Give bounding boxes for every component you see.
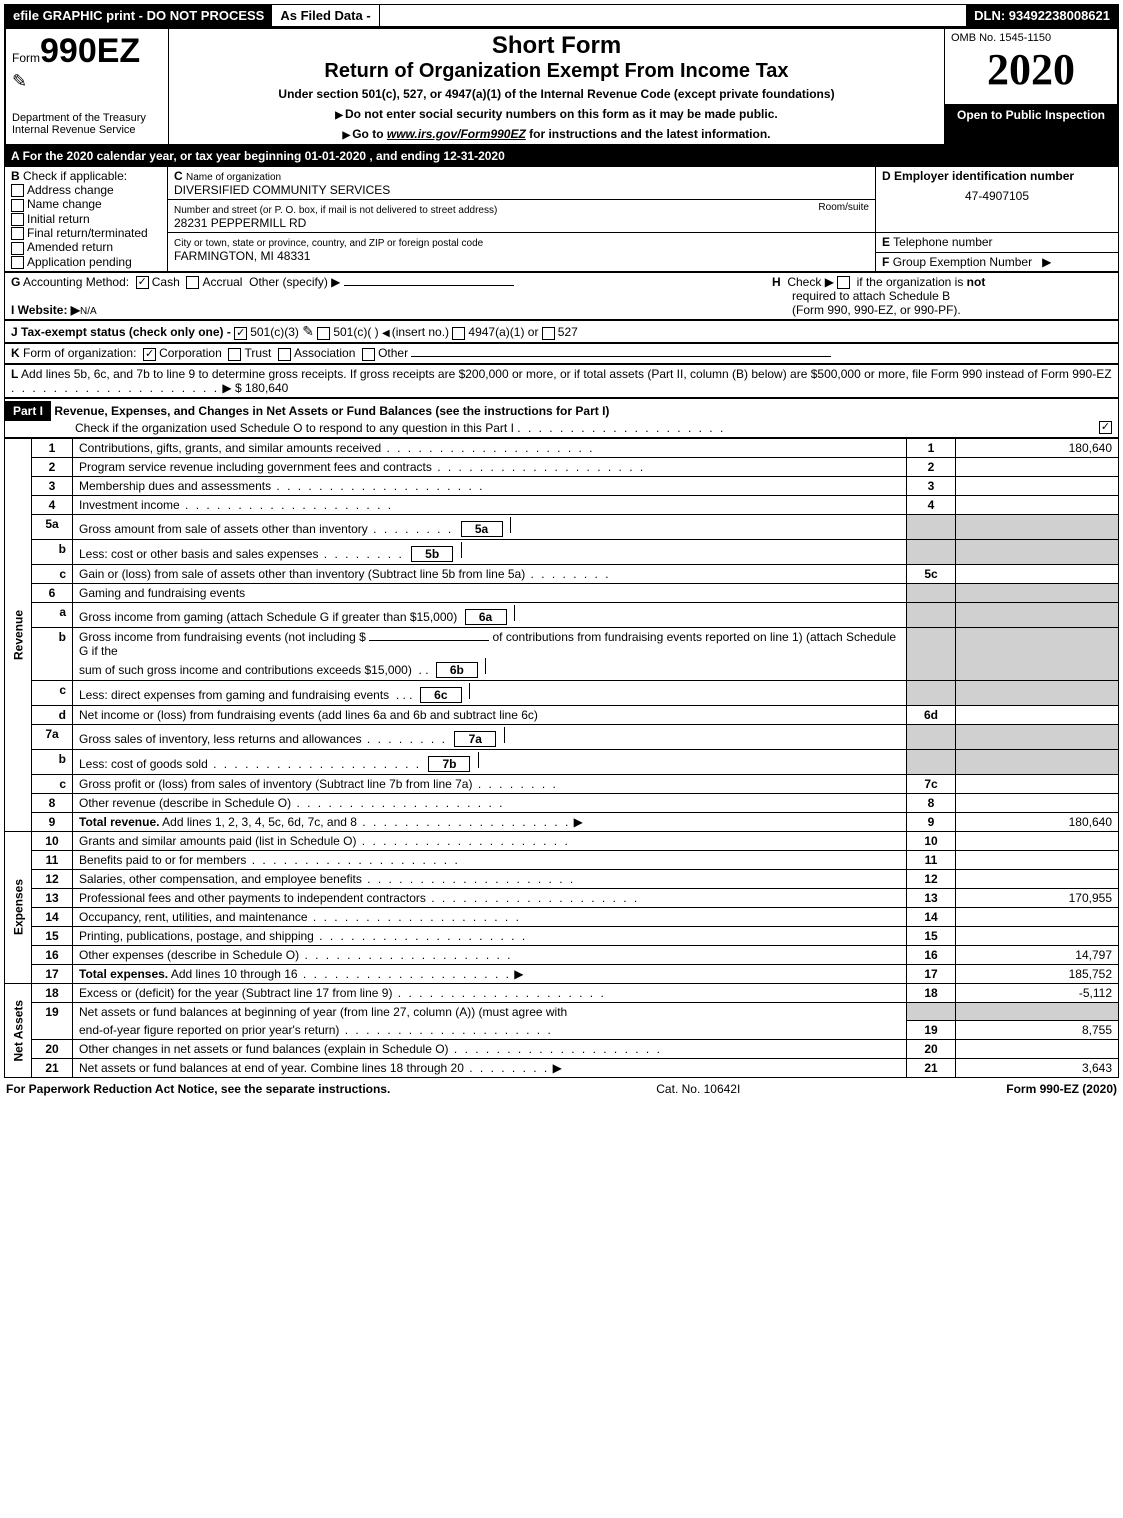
amt-4 <box>956 495 1119 514</box>
boxe-label: Telephone number <box>893 235 992 249</box>
cb-4947[interactable] <box>452 327 465 340</box>
cb-501c[interactable] <box>317 327 330 340</box>
cb-amended-return[interactable] <box>11 242 24 255</box>
amt-18: -5,112 <box>956 983 1119 1002</box>
amt-14 <box>956 907 1119 926</box>
netassets-label: Net Assets <box>5 983 32 1078</box>
cb-trust[interactable] <box>228 348 241 361</box>
return-title: Return of Organization Exempt From Incom… <box>175 60 938 83</box>
amt-1: 180,640 <box>956 438 1119 457</box>
amt-7c <box>956 774 1119 793</box>
open-public: Open to Public Inspection <box>945 104 1119 145</box>
note-instructions: Go to www.irs.gov/Form990EZ for instruct… <box>352 127 770 141</box>
cb-501c3[interactable] <box>234 327 247 340</box>
boxb-label: Check if applicable: <box>23 169 127 183</box>
amt-19: 8,755 <box>956 1021 1119 1040</box>
form-header: Form990EZ ✎ Department of the Treasury I… <box>4 27 1119 146</box>
cb-527[interactable] <box>542 327 555 340</box>
org-name: DIVERSIFIED COMMUNITY SERVICES <box>174 183 390 197</box>
revenue-label: Revenue <box>5 438 32 831</box>
lineh-text1: if the organization is not <box>857 275 986 289</box>
footer: For Paperwork Reduction Act Notice, see … <box>4 1078 1119 1100</box>
footer-right: Form 990-EZ (2020) <box>1006 1082 1117 1096</box>
part1-table: Revenue 1 Contributions, gifts, grants, … <box>4 438 1119 1079</box>
amt-13: 170,955 <box>956 888 1119 907</box>
gh-block: G Accounting Method: Cash Accrual Other … <box>4 272 1119 320</box>
cb-address-change[interactable] <box>11 184 24 197</box>
tax-year: 2020 <box>951 44 1111 95</box>
city: FARMINGTON, MI 48331 <box>174 249 310 263</box>
efile-label: efile GRAPHIC print - DO NOT PROCESS <box>5 5 272 26</box>
subtitle: Under section 501(c), 527, or 4947(a)(1)… <box>175 87 938 101</box>
addr: 28231 PEPPERMILL RD <box>174 216 306 230</box>
cb-assoc[interactable] <box>278 348 291 361</box>
cb-other[interactable] <box>362 348 375 361</box>
amt-15 <box>956 926 1119 945</box>
asfiled-label: As Filed Data - <box>272 5 379 26</box>
linel-amount: $ 180,640 <box>235 381 288 395</box>
cb-schedule-o[interactable] <box>1099 421 1112 434</box>
amt-12 <box>956 869 1119 888</box>
note-ssn: Do not enter social security numbers on … <box>345 107 778 121</box>
part1-check: Check if the organization used Schedule … <box>5 421 514 435</box>
cb-name-change[interactable] <box>11 199 24 212</box>
city-label: City or town, state or province, country… <box>174 238 483 249</box>
line-a: For the 2020 calendar year, or tax year … <box>23 149 505 163</box>
amt-16: 14,797 <box>956 945 1119 964</box>
boxf-label: Group Exemption Number <box>893 255 1032 269</box>
cb-corp[interactable] <box>143 348 156 361</box>
cb-accrual[interactable] <box>186 276 199 289</box>
room-label: Room/suite <box>818 202 869 213</box>
omb-number: OMB No. 1545-1150 <box>951 32 1111 44</box>
amt-21: 3,643 <box>956 1059 1119 1078</box>
lineg-label: Accounting Method: <box>23 275 129 289</box>
expenses-label: Expenses <box>5 831 32 983</box>
amt-20 <box>956 1040 1119 1059</box>
boxc-label: Name of organization <box>186 172 281 183</box>
footer-left: For Paperwork Reduction Act Notice, see … <box>6 1082 390 1096</box>
part1-title: Revenue, Expenses, and Changes in Net As… <box>54 404 609 418</box>
irs-label: Internal Revenue Service <box>12 124 162 136</box>
cb-cash[interactable] <box>136 276 149 289</box>
addr-label: Number and street (or P. O. box, if mail… <box>174 205 497 216</box>
cb-initial-return[interactable] <box>11 213 24 226</box>
amt-3 <box>956 476 1119 495</box>
website: N/A <box>80 306 97 317</box>
amt-2 <box>956 457 1119 476</box>
cb-final-return[interactable] <box>11 227 24 240</box>
form-number: 990EZ <box>40 32 140 70</box>
amt-10 <box>956 831 1119 850</box>
identity-block: B Check if applicable: Address change Na… <box>4 166 1119 272</box>
part1-header-row: Part I Revenue, Expenses, and Changes in… <box>4 398 1119 438</box>
amt-5c <box>956 564 1119 583</box>
dln-label: DLN: 93492238008621 <box>966 5 1118 26</box>
amt-9: 180,640 <box>956 812 1119 831</box>
ein: 47-4907105 <box>882 189 1112 203</box>
cb-application-pending[interactable] <box>11 256 24 269</box>
amt-6d <box>956 705 1119 724</box>
amt-8 <box>956 793 1119 812</box>
topbar: efile GRAPHIC print - DO NOT PROCESS As … <box>4 4 1119 27</box>
amt-11 <box>956 850 1119 869</box>
form-prefix: Form <box>12 51 40 65</box>
cb-schedule-b[interactable] <box>837 276 850 289</box>
footer-center: Cat. No. 10642I <box>656 1082 740 1096</box>
linel-text: Add lines 5b, 6c, and 7b to line 9 to de… <box>21 367 1112 381</box>
boxd-label: Employer identification number <box>894 169 1074 183</box>
part1-label: Part I <box>5 401 51 421</box>
dept-label: Department of the Treasury <box>12 112 162 124</box>
short-form-title: Short Form <box>175 32 938 60</box>
amt-17: 185,752 <box>956 964 1119 983</box>
